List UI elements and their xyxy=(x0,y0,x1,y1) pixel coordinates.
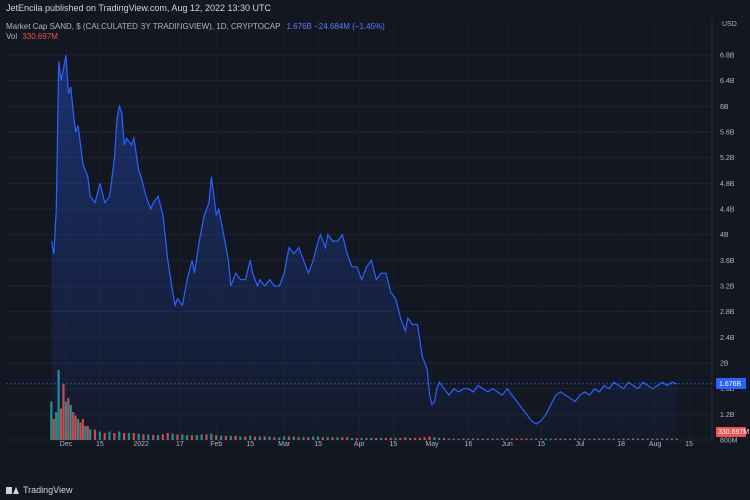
y-tick-label: 800M xyxy=(720,438,738,445)
currency-label: USD xyxy=(722,21,737,28)
x-tick-label: Jul xyxy=(575,441,584,448)
y-tick-label: 5.2B xyxy=(720,155,735,162)
series-legend: Market Cap SAND, $ (CALCULATED BY TRADIN… xyxy=(6,22,385,31)
y-tick-label: 6.8B xyxy=(720,53,735,60)
price-area xyxy=(51,55,677,440)
y-axis[interactable]: 6.8B 6.4B 6B 5.6B 5.2B 4.8B 4.4B 4B 3.6B 3.2B 2.8B… xyxy=(720,53,738,445)
publisher-line: JetEncila published on TradingView.com, … xyxy=(6,3,272,13)
y-tick-label: 2.4B xyxy=(720,335,735,342)
x-tick-label: Mar xyxy=(278,441,291,448)
legend-title: Market Cap SAND, $ (CALCULATED BY TRADIN… xyxy=(6,22,281,31)
y-tick-label: 5.6B xyxy=(720,130,735,137)
tradingview-logo-icon xyxy=(6,486,20,495)
x-tick-label: Feb xyxy=(210,441,222,448)
volume-legend: Vol 330.697M xyxy=(6,32,58,41)
y-tick-label: 4.4B xyxy=(720,207,735,214)
last-price-badge-text: 1.676B xyxy=(719,381,742,388)
x-tick-label: 15 xyxy=(685,441,693,448)
x-tick-label: May xyxy=(425,441,439,448)
x-tick-label: Apr xyxy=(354,441,366,448)
volume-value: 330.697M xyxy=(22,32,58,41)
legend-values: 1.676B −24.684M (−1.45%) xyxy=(286,22,385,31)
y-tick-label: 6B xyxy=(720,104,729,111)
price-line xyxy=(50,54,678,425)
y-tick-label: 2.8B xyxy=(720,309,735,316)
x-tick-label: Aug xyxy=(649,441,662,448)
y-tick-label: 2B xyxy=(720,361,729,368)
x-tick-label: 16 xyxy=(465,441,473,448)
x-tick-label: 18 xyxy=(617,441,625,448)
y-tick-label: 4B xyxy=(720,232,729,239)
x-tick-label: 15 xyxy=(537,441,545,448)
x-tick-label: 2022 xyxy=(133,441,149,448)
x-axis[interactable]: Dec 15 2022 17 Feb 15 Mar 15 Apr 15 May 16 Jun 15 Jul 1… xyxy=(60,441,693,448)
x-tick-label: 15 xyxy=(96,441,104,448)
last-volume-badge-text: 330.697M xyxy=(718,429,749,436)
x-tick-label: 15 xyxy=(314,441,322,448)
x-tick-label: 17 xyxy=(176,441,184,448)
y-tick-label: 4.8B xyxy=(720,181,735,188)
y-tick-label: 3.6B xyxy=(720,258,735,265)
y-tick-label: 1.2B xyxy=(720,412,735,419)
x-tick-label: Dec xyxy=(60,441,73,448)
x-tick-label: Jun xyxy=(502,441,513,448)
volume-bar xyxy=(50,401,53,440)
volume-label: Vol xyxy=(6,32,18,41)
brand-text: TradingView xyxy=(23,485,73,495)
last-volume-badge: 330.697M xyxy=(716,427,749,437)
last-price-badge: 1.676B xyxy=(716,378,746,389)
y-tick-label: 3.2B xyxy=(720,284,735,291)
y-tick-label: 1.6B xyxy=(720,386,735,393)
footer-brand: TradingView xyxy=(6,485,73,495)
y-tick-label: 6.4B xyxy=(720,78,735,85)
x-tick-label: 15 xyxy=(389,441,397,448)
x-tick-label: 15 xyxy=(246,441,254,448)
